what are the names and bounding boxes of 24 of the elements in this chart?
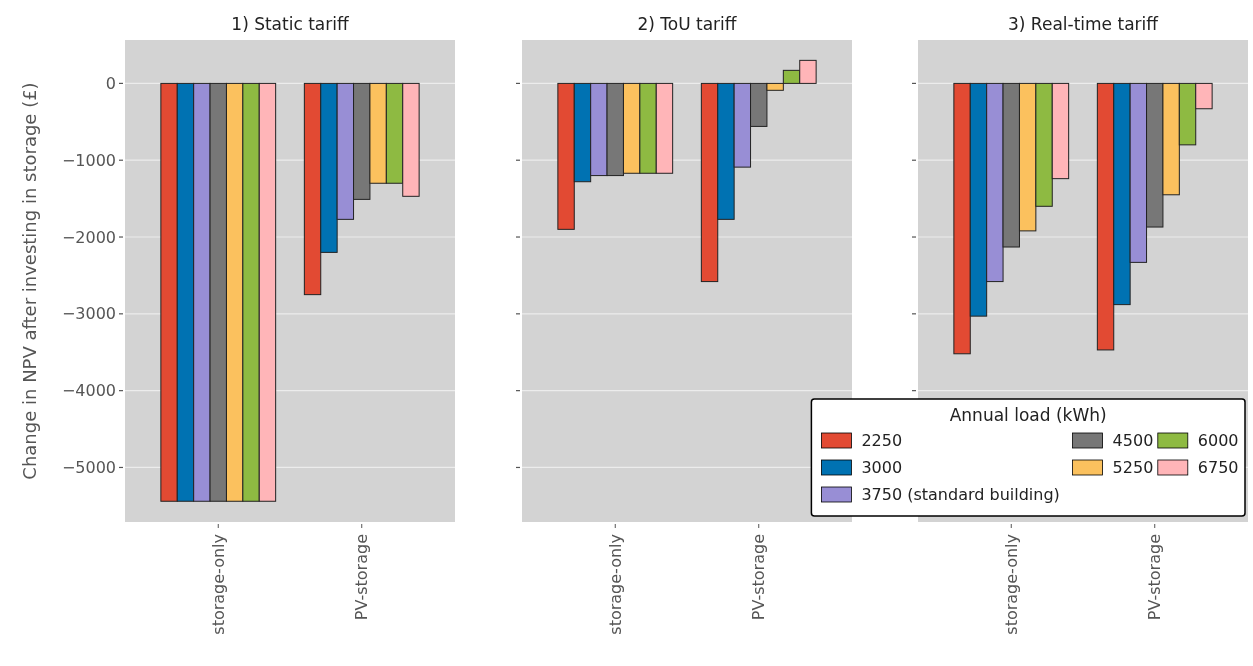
legend-label: 5250	[1112, 458, 1154, 477]
y-tick-label: −5000	[61, 458, 116, 478]
y-tick-label: −4000	[61, 381, 116, 401]
x-tick-label: storage-only	[208, 534, 228, 635]
chart-title: 1) Static tariff	[231, 14, 350, 34]
legend-label: 4500	[1112, 431, 1154, 450]
x-tick-label: storage-only	[605, 534, 625, 635]
x-tick-label: PV-storage	[749, 534, 769, 621]
x-tick-label: PV-storage	[352, 534, 372, 621]
legend-label: 3750 (standard building)	[861, 485, 1060, 504]
y-tick-label: 0	[105, 74, 116, 93]
y-axis-title: Change in NPV after investing in storage (£)	[19, 82, 41, 480]
chart-title: 3) Real-time tariff	[1008, 14, 1160, 34]
legend-label: 3000	[861, 458, 903, 477]
y-tick-label: −3000	[61, 304, 116, 324]
legend-label: 6750	[1197, 458, 1239, 477]
x-tick-label: storage-only	[1001, 534, 1021, 635]
y-tick-label: −2000	[61, 227, 116, 247]
legend-title: Annual load (kWh)	[949, 405, 1107, 425]
chart-title: 2) ToU tariff	[637, 14, 738, 34]
legend-label: 6000	[1197, 431, 1239, 450]
legend-label: 2250	[861, 431, 903, 450]
x-tick-label: PV-storage	[1145, 534, 1165, 621]
y-tick-label: −1000	[61, 150, 116, 170]
